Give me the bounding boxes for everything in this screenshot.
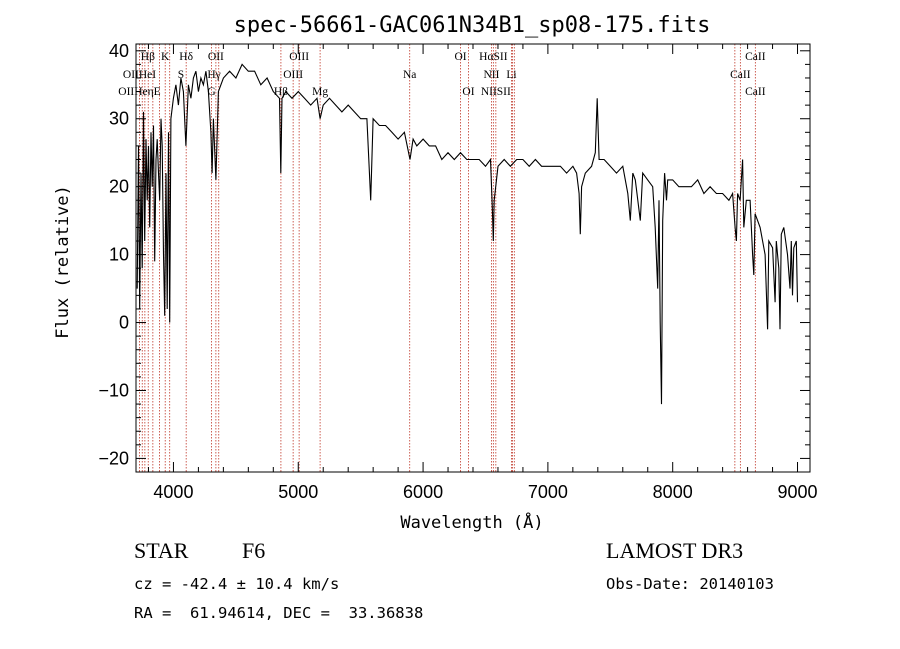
- redshift-cz: cz = -42.4 ± 10.4 km/s: [134, 575, 340, 593]
- spectrum-line: [136, 63, 799, 405]
- line-label-CaII-2: CaII: [730, 69, 751, 81]
- line-label-Hg: Hγ: [207, 69, 220, 81]
- y-tick-label: 10: [109, 245, 129, 265]
- x-axis-ticks: 4000 5000 6000 7000 8000 9000: [147, 44, 818, 502]
- x-tick-label: 7000: [528, 482, 568, 502]
- y-tick-label: 0: [119, 313, 129, 333]
- x-tick-label: 4000: [153, 482, 193, 502]
- x-tick-label: 8000: [653, 482, 693, 502]
- line-label-HaSII: HαSII: [479, 51, 508, 63]
- line-label-OIII-mid: OIII: [283, 69, 303, 81]
- line-label-Hd: Hδ: [179, 51, 193, 63]
- y-tick-label: 30: [109, 109, 129, 129]
- line-label-Na: Na: [403, 69, 416, 81]
- y-tick-label: 20: [109, 177, 129, 197]
- line-label-HB2: Hβ: [274, 86, 288, 98]
- y-tick-label: 40: [109, 41, 129, 61]
- y-axis-label: Flux (relative): [53, 185, 73, 339]
- x-axis-label: Wavelength (Å): [400, 511, 543, 533]
- emission-line-labels: Hβ K Hδ OII OIII OI HαSII CaII OIIHeI S Hγ OIII Na NI…: [118, 51, 765, 98]
- line-label-CaII-3: CaII: [745, 86, 766, 98]
- x-tick-label: 9000: [777, 482, 817, 502]
- line-label-Mg: Mg: [312, 86, 328, 98]
- line-label-NII-1: NII: [483, 69, 499, 81]
- survey-name: LAMOST DR3: [606, 538, 744, 563]
- line-label-S: S: [178, 69, 184, 81]
- object-subclass: F6: [242, 538, 266, 563]
- line-label-OIII-top: OIII: [289, 51, 309, 63]
- line-label-Li: Li: [506, 69, 516, 81]
- line-label-G: G: [207, 86, 215, 98]
- y-tick-label: −10: [98, 380, 129, 400]
- line-label-OII-top: OII: [208, 51, 224, 63]
- line-label-OIIHe: OIIHeI: [123, 69, 156, 81]
- chart-title: spec-56661-GAC061N34B1_sp08-175.fits: [234, 13, 711, 38]
- x-tick-label: 5000: [278, 482, 318, 502]
- line-label-HB: Hβ: [141, 51, 155, 63]
- y-tick-label: −20: [98, 448, 129, 468]
- x-tick-label: 6000: [403, 482, 443, 502]
- line-label-OI-2: OI: [462, 86, 474, 98]
- line-label-CaII-1: CaII: [745, 51, 766, 63]
- y-axis-ticks: −20 −10 0 10 20 30 40: [98, 41, 810, 468]
- observation-date: Obs-Date: 20140103: [606, 575, 774, 593]
- line-label-OI-1: OI: [454, 51, 466, 63]
- line-label-NIISII: NIISII: [481, 86, 511, 98]
- object-class: STAR: [134, 538, 189, 563]
- plot-frame: [135, 43, 811, 473]
- line-label-K: K: [161, 51, 170, 63]
- sky-coordinates: RA = 61.94614, DEC = 33.36838: [134, 604, 424, 622]
